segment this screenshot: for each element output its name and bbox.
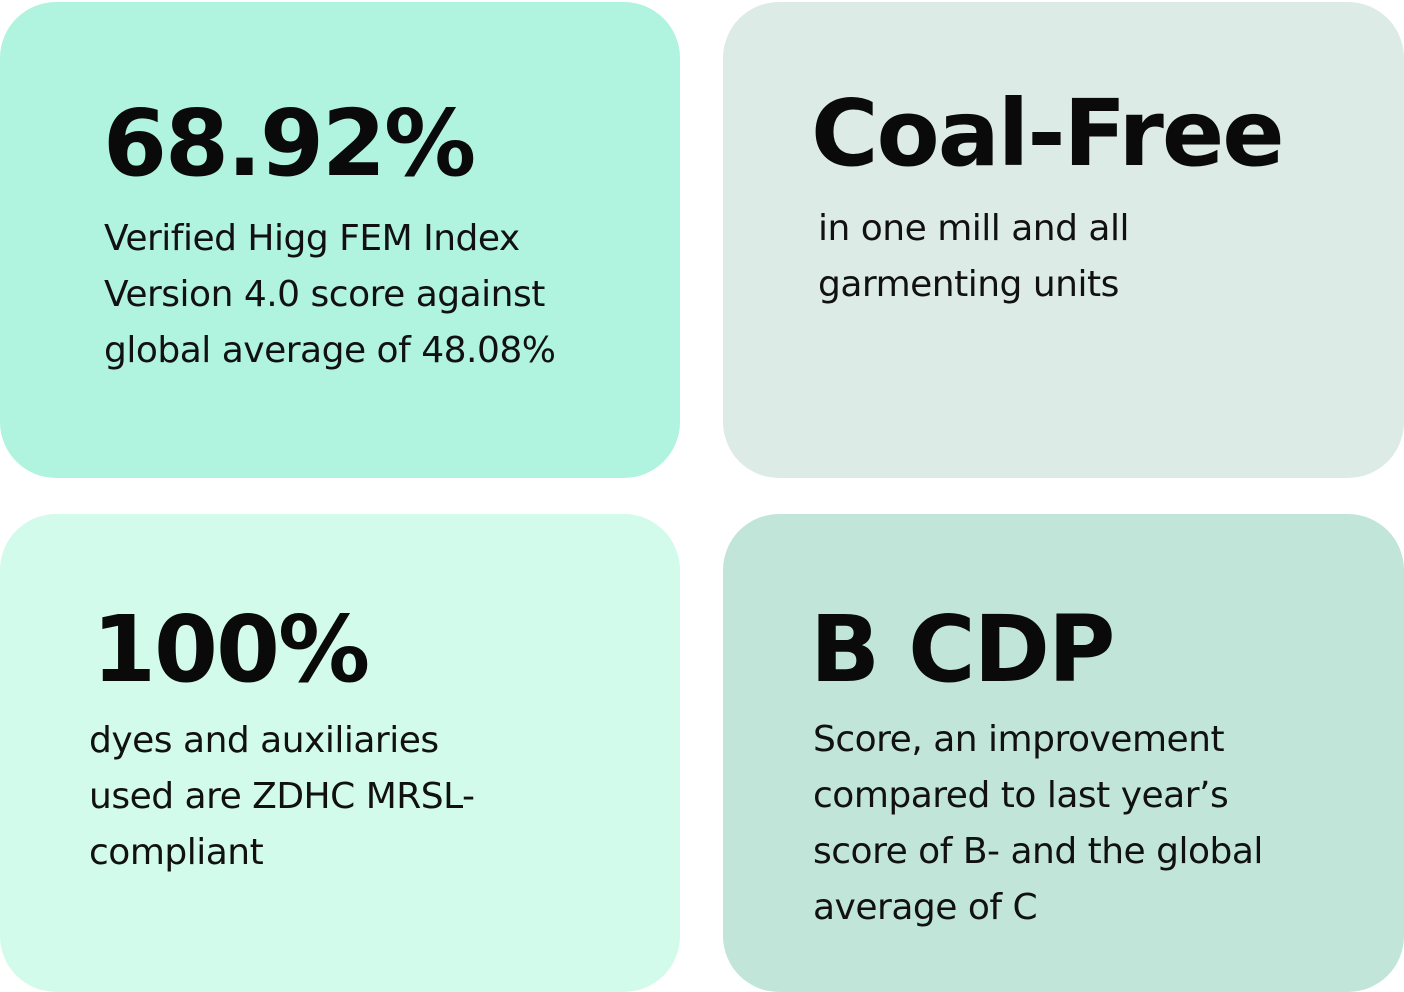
stat-description: dyes and auxiliaries used are ZDHC MRSL-… bbox=[89, 713, 475, 881]
stat-description-line: Score, an improvement bbox=[813, 719, 1225, 760]
stat-value: 100% bbox=[92, 596, 370, 703]
stat-value: Coal-Free bbox=[811, 80, 1285, 187]
stat-description-line: Verified Higg FEM Index bbox=[104, 218, 520, 259]
stat-description-line: dyes and auxiliaries bbox=[89, 720, 439, 761]
stat-description-line: Version 4.0 score against bbox=[104, 274, 545, 315]
stat-description-line: global average of 48.08% bbox=[104, 330, 556, 371]
stat-description-line: in one mill and all bbox=[818, 208, 1129, 249]
stat-description-line: compared to last year’s bbox=[813, 775, 1229, 816]
stat-card-coal-free: Coal-Free in one mill and all garmenting… bbox=[723, 2, 1404, 478]
stat-description-line: garmenting units bbox=[818, 264, 1119, 305]
stat-card-cdp: B CDP Score, an improvement compared to … bbox=[723, 514, 1404, 992]
stat-value: B CDP bbox=[810, 596, 1115, 703]
stat-description-line: compliant bbox=[89, 832, 264, 873]
stat-description-line: score of B- and the global bbox=[813, 831, 1263, 872]
stat-card-zdhc: 100% dyes and auxiliaries used are ZDHC … bbox=[0, 514, 680, 992]
stat-description-line: used are ZDHC MRSL- bbox=[89, 776, 475, 817]
stat-description: in one mill and all garmenting units bbox=[818, 201, 1129, 313]
stat-description-line: average of C bbox=[813, 887, 1038, 928]
stat-description: Verified Higg FEM Index Version 4.0 scor… bbox=[104, 211, 556, 379]
stat-description: Score, an improvement compared to last y… bbox=[813, 712, 1263, 936]
stat-card-higg-fem: 68.92% Verified Higg FEM Index Version 4… bbox=[0, 2, 680, 478]
stat-value: 68.92% bbox=[103, 90, 476, 197]
